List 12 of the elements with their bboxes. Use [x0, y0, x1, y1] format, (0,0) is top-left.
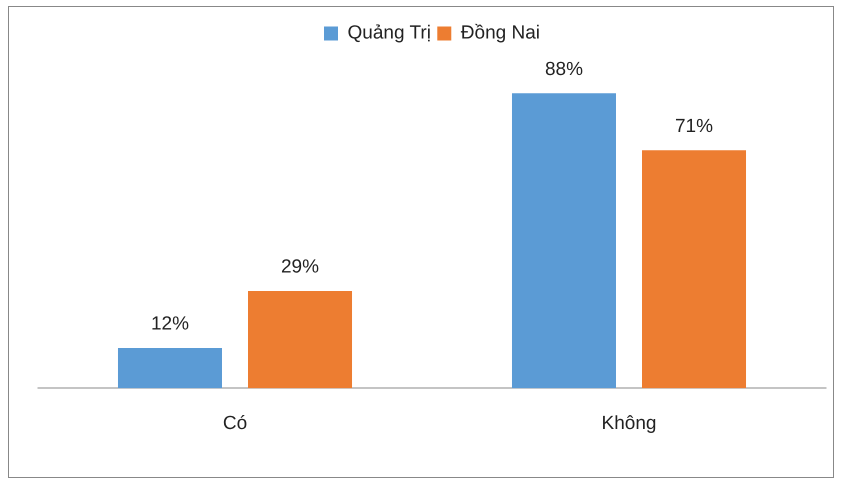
data-label: 71%	[674, 116, 714, 137]
data-label: 29%	[280, 256, 320, 278]
x-tick-label: Có	[222, 412, 248, 434]
bar	[512, 93, 616, 388]
x-tick-label: Không	[602, 412, 656, 434]
data-label: 12%	[150, 314, 190, 335]
legend-label: Đồng Nai	[460, 22, 540, 44]
legend-label: Quảng Trị	[348, 22, 431, 44]
bar	[248, 290, 352, 388]
data-label: 88%	[544, 58, 584, 80]
bar	[642, 150, 746, 388]
bar	[118, 348, 222, 388]
